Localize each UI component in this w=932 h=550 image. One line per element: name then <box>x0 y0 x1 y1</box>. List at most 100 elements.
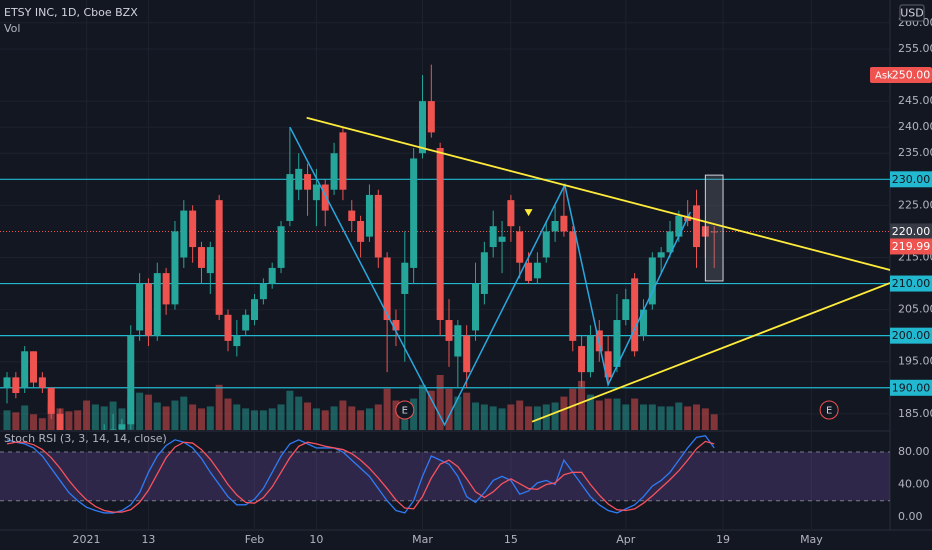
x-tick-label: Feb <box>245 533 264 546</box>
volume-bar <box>304 402 312 430</box>
volume-bar <box>595 400 603 430</box>
volume-bar <box>330 406 338 430</box>
volume-bar <box>215 384 223 430</box>
volume-bar <box>542 404 550 430</box>
symbol: ETSY INC, 1D, Cboe BZX <box>4 6 138 19</box>
volume-bar <box>613 398 621 430</box>
volume-bar <box>498 408 506 430</box>
candle-body <box>427 101 435 133</box>
level-box <box>890 379 932 396</box>
ask-name: Ask <box>875 71 893 82</box>
candle-body <box>445 320 453 341</box>
candle-body <box>525 262 533 281</box>
volume-bar <box>480 404 488 430</box>
candle-body <box>47 387 55 414</box>
candle-body <box>542 231 550 258</box>
price-marker-label: 220.00 <box>892 225 931 238</box>
signal-marker <box>524 209 533 217</box>
candle-body <box>330 153 338 190</box>
volume-bar <box>454 396 462 430</box>
candle-body <box>321 184 329 211</box>
volume-bar <box>233 404 241 430</box>
ask-label: 250.00 <box>892 69 931 82</box>
volume-bar <box>277 404 285 430</box>
candle-body <box>348 210 356 221</box>
candle-body <box>613 320 621 367</box>
candle-body <box>162 273 170 305</box>
x-tick-label: Apr <box>616 533 636 546</box>
volume-bar <box>418 384 426 430</box>
currency: USD <box>900 7 924 20</box>
volume-bar <box>21 405 29 430</box>
last-price-box <box>890 238 932 255</box>
volume-bar <box>12 412 20 430</box>
volume-bar <box>657 406 665 430</box>
candle-body <box>710 231 718 233</box>
level-box <box>890 275 932 292</box>
candle-body <box>153 273 161 336</box>
volume-bar <box>91 404 99 430</box>
y-tick-label: 240.00 <box>898 120 932 133</box>
volume-bar <box>268 408 276 430</box>
candle-body <box>242 314 250 331</box>
candle-body <box>268 267 276 284</box>
x-tick-label: 10 <box>309 533 323 546</box>
candle-body <box>622 299 630 321</box>
x-tick-label: Mar <box>412 533 433 546</box>
currency-box <box>899 4 925 22</box>
volume-bar <box>622 404 630 430</box>
x-tick-label: May <box>800 533 823 546</box>
volume-bar <box>251 410 259 430</box>
candle-body <box>498 236 506 242</box>
volume-bar <box>100 406 108 430</box>
volume-bar <box>516 400 524 430</box>
volume-bar <box>631 398 639 430</box>
volume-bar <box>83 400 91 430</box>
candle-body <box>454 325 462 357</box>
candle-body <box>277 226 285 268</box>
candle-body <box>463 335 471 373</box>
candle-body <box>392 320 400 331</box>
candle-body <box>480 252 488 294</box>
candle-body <box>304 174 312 190</box>
earnings-marker <box>395 400 415 420</box>
volume-bar <box>383 388 391 430</box>
volume-label: Vol <box>4 22 20 35</box>
volume-bar <box>312 408 320 430</box>
last-price-label: 219.99 <box>892 240 931 253</box>
candle-body <box>136 283 144 331</box>
candle-body <box>286 174 294 221</box>
candle-body <box>639 309 647 336</box>
volume-bar <box>648 404 656 430</box>
stoch-line <box>6 440 715 513</box>
y-tick-label: 235.00 <box>898 146 932 159</box>
price-marker-box <box>890 223 932 240</box>
candle-body <box>259 283 267 300</box>
candle-body <box>604 351 612 378</box>
ask-box <box>870 67 932 84</box>
candle-body <box>693 205 701 248</box>
volume-bar <box>675 402 683 430</box>
candle-body <box>56 413 64 430</box>
volume-bar <box>321 410 329 430</box>
candle-body <box>648 257 656 305</box>
candle-body <box>109 429 117 430</box>
volume-bar <box>136 392 144 430</box>
candle-body <box>3 377 11 388</box>
candle-body <box>171 231 179 305</box>
volume-bar <box>286 390 294 430</box>
volume-bar <box>30 414 38 430</box>
candle-body <box>569 231 577 341</box>
candle-body <box>127 335 135 425</box>
candle-body <box>666 231 674 253</box>
volume-bar <box>259 410 267 430</box>
candle-body <box>357 220 365 242</box>
volume-bar <box>639 404 647 430</box>
candle-body <box>418 101 426 154</box>
level-box <box>890 171 932 188</box>
volume-bar <box>180 396 188 430</box>
volume-bar <box>162 406 170 430</box>
candle-body <box>489 226 497 248</box>
y-tick-label: 225.00 <box>898 198 932 211</box>
